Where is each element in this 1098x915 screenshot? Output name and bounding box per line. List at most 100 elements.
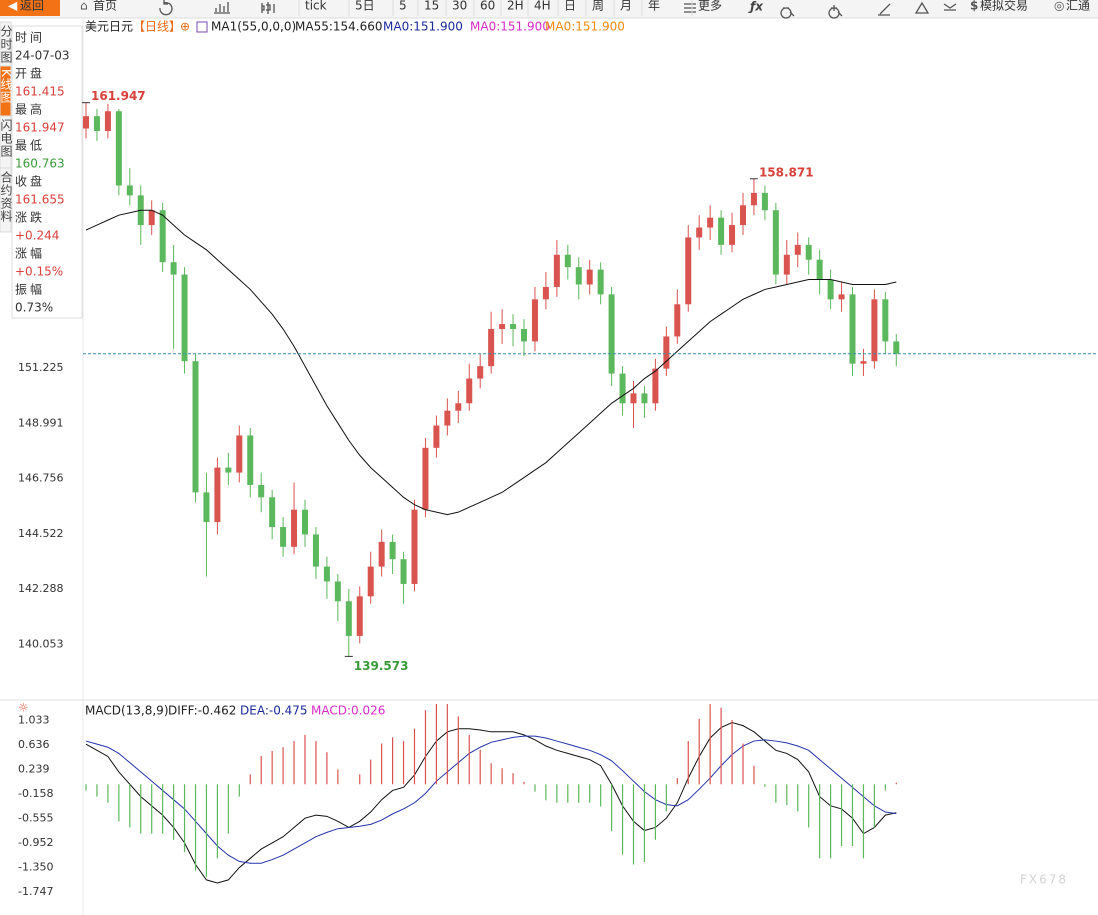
side-tab-label: K线图 <box>0 69 13 104</box>
toolbar-button[interactable]: 15 <box>424 0 439 13</box>
candle-body <box>247 435 254 485</box>
toolbar-icon: $ <box>970 0 978 13</box>
candle-body <box>718 217 725 245</box>
candle-body <box>83 116 89 129</box>
candle-body <box>542 286 549 300</box>
candle-body <box>685 237 692 305</box>
toolbar-button[interactable]: 周 <box>592 0 604 13</box>
chart-subtitle: 【日线】 <box>133 20 181 34</box>
toolbar-button[interactable]: 返回 <box>20 0 44 13</box>
watermark: FX678 <box>1020 873 1068 887</box>
info-label: 最高 <box>15 102 45 117</box>
candle-body <box>334 581 341 602</box>
macd-line <box>85 722 897 884</box>
macd-line <box>85 735 897 864</box>
info-label: 最低 <box>15 139 45 153</box>
legend-entry: DIFF:-0.462 <box>168 704 236 718</box>
side-tab[interactable] <box>0 167 12 233</box>
candle-body <box>389 541 396 560</box>
candle-body <box>521 329 527 342</box>
y-tick-label: 0.239 <box>18 763 50 776</box>
legend-entry: MACD:0.026 <box>311 704 385 718</box>
toolbar-button[interactable]: 60 <box>480 0 495 13</box>
candle-body <box>345 601 352 636</box>
candle-body <box>707 217 714 228</box>
candle-body <box>860 361 867 364</box>
candle-body <box>411 509 418 584</box>
ma-line <box>85 209 897 516</box>
info-value: 161.655 <box>15 193 65 207</box>
info-value: 160.763 <box>15 157 65 171</box>
side-tab-label: 闪电图 <box>0 119 13 158</box>
toolbar-icon: ◀ <box>8 0 18 13</box>
candle-body <box>619 373 626 404</box>
candle-body <box>849 294 856 364</box>
candle-body <box>422 447 429 510</box>
info-value: +0.15% <box>15 265 63 279</box>
legend-entry: MA0:151.900 <box>383 20 463 34</box>
candle-body <box>564 254 571 268</box>
candle-body <box>488 329 495 367</box>
back-button[interactable] <box>0 0 60 16</box>
y-tick-label: -0.952 <box>18 836 53 849</box>
toolbar-button[interactable]: 年 <box>648 0 660 13</box>
candle-body <box>115 111 122 186</box>
info-value: 24-07-03 <box>15 49 69 63</box>
candle-body <box>740 205 746 226</box>
ma-icon <box>196 21 208 33</box>
toolbar-button[interactable]: 2H <box>507 0 524 13</box>
candle-body <box>553 254 560 287</box>
candle-body <box>433 425 440 448</box>
candle-body <box>696 227 703 238</box>
toolbar-button[interactable]: tick <box>305 0 327 13</box>
candle-body <box>356 596 363 636</box>
candle-body <box>838 294 845 300</box>
candle-body <box>455 403 462 411</box>
toolbar-button[interactable]: 月 <box>620 0 632 13</box>
toolbar-button[interactable]: 日 <box>564 0 576 13</box>
candle-body <box>269 497 276 528</box>
chart-title: 美元日元 <box>85 20 133 34</box>
toolbar-button[interactable]: 首页 <box>93 0 117 13</box>
legend-entry: MACD(13,8,9) <box>85 704 169 718</box>
candle-body <box>805 244 812 260</box>
candle-body <box>761 192 768 211</box>
candle-body <box>225 467 232 473</box>
toolbar-button[interactable]: 5日 <box>355 0 375 13</box>
legend-entry: MA55:154.660 <box>295 20 383 34</box>
extreme-label: 158.871 <box>759 165 814 179</box>
candle-body <box>148 210 155 226</box>
candle-body <box>378 541 385 567</box>
extreme-label: 139.573 <box>354 659 409 673</box>
candle-body <box>466 378 473 404</box>
y-tick-label: 1.033 <box>18 714 50 727</box>
toolbar-button[interactable]: 30 <box>452 0 467 13</box>
info-label: 收盘 <box>15 174 45 189</box>
candle-body <box>499 324 506 330</box>
candle-body <box>510 324 517 330</box>
candle-body <box>586 269 593 285</box>
y-tick-label: -1.747 <box>18 885 53 898</box>
candle-body <box>444 410 451 426</box>
info-panel <box>11 25 83 319</box>
info-label: 时间 <box>15 31 45 45</box>
y-tick-label: 146.756 <box>18 472 64 485</box>
info-label: 振幅 <box>15 282 45 297</box>
toolbar-button[interactable]: 模拟交易 <box>980 0 1028 13</box>
candle-body <box>630 393 637 404</box>
candle-body <box>652 368 659 404</box>
candle-body <box>214 467 221 523</box>
info-value: 0.73% <box>15 301 53 315</box>
y-tick-label: -0.555 <box>18 812 53 825</box>
toolbar-button[interactable]: 4H <box>534 0 551 13</box>
candle-body <box>663 336 670 369</box>
candle-body <box>323 566 330 582</box>
toolbar-button[interactable]: 更多 <box>698 0 722 13</box>
toolbar-button[interactable]: 5 <box>399 0 407 13</box>
candle-body <box>280 527 287 547</box>
y-tick-label: 151.225 <box>18 361 64 374</box>
toolbar-icons <box>159 0 957 19</box>
info-label: 涨跌 <box>15 210 45 225</box>
toolbar-button[interactable]: 汇通 <box>1066 0 1090 13</box>
settings-icon: ☼ <box>18 701 29 715</box>
